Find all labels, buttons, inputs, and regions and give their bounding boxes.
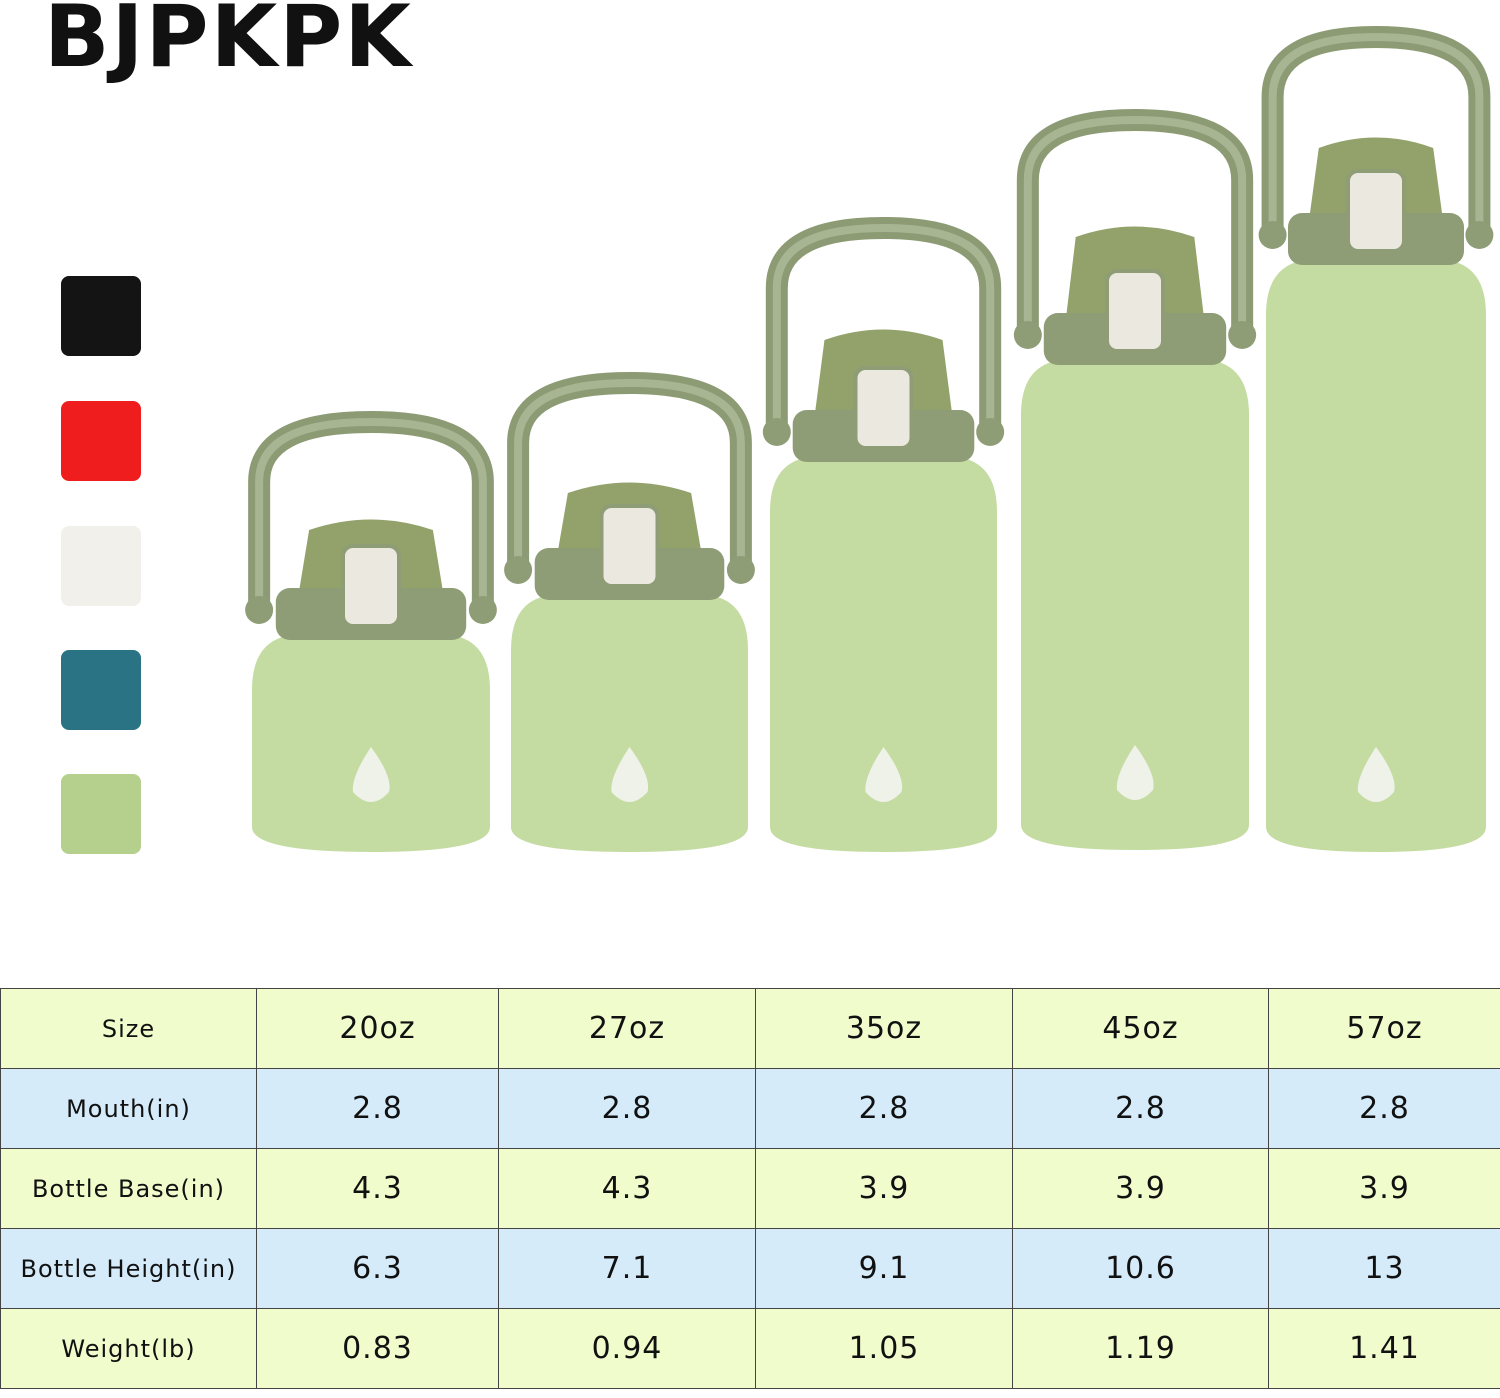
table-cell: 2.8	[1268, 1068, 1500, 1149]
bottle-body	[770, 457, 997, 852]
lid-button	[341, 544, 401, 628]
color-swatch[interactable]	[61, 276, 141, 356]
table-cell: 2.8	[256, 1068, 499, 1149]
bottle-body	[252, 635, 490, 852]
table-cell: 4.3	[256, 1148, 499, 1229]
row-label: Bottle Base(in)	[0, 1148, 257, 1229]
handle-pivot	[1228, 321, 1257, 349]
bottle-handle	[1268, 32, 1484, 235]
color-swatch[interactable]	[61, 401, 141, 481]
handle-pivot	[245, 596, 274, 624]
table-cell: 10.6	[1012, 1228, 1269, 1309]
bottle-handle	[772, 223, 995, 432]
table-row: Bottle Height(in) 6.3 7.1 9.1 10.6 13	[0, 1228, 1500, 1309]
table-cell: 0.83	[256, 1308, 499, 1389]
lid-button	[1105, 269, 1165, 353]
table-row: Mouth(in) 2.8 2.8 2.8 2.8 2.8	[0, 1068, 1500, 1149]
lid-button	[1346, 169, 1406, 253]
handle-pivot	[504, 556, 533, 584]
handle-pivot	[1258, 221, 1287, 249]
table-cell: 3.9	[755, 1148, 1013, 1229]
brand-mark	[1357, 747, 1395, 802]
row-label: Bottle Height(in)	[0, 1228, 257, 1309]
table-row: Weight(lb) 0.83 0.94 1.05 1.19 1.41	[0, 1308, 1500, 1389]
spec-table: Size 20oz 27oz 35oz 45oz 57oz Mouth(in) 2.8 2.8 2…	[0, 988, 1500, 1389]
handle-pivot	[468, 596, 497, 624]
table-cell: 35oz	[755, 988, 1013, 1069]
handle-pivot	[1013, 321, 1042, 349]
bottle-handle	[255, 417, 487, 610]
brand-logo: BJPKPK	[44, 0, 413, 87]
lid-button	[853, 366, 914, 450]
row-label: Mouth(in)	[0, 1068, 257, 1149]
table-cell: 7.1	[498, 1228, 756, 1309]
table-cell: 4.3	[498, 1148, 756, 1229]
table-cell: 3.9	[1268, 1148, 1500, 1229]
table-cell: 1.05	[755, 1308, 1013, 1389]
table-cell: 1.19	[1012, 1308, 1269, 1389]
table-cell: 6.3	[256, 1228, 499, 1309]
bottle-body	[1021, 360, 1249, 850]
lid-button	[599, 504, 660, 588]
table-cell: 2.8	[1012, 1068, 1269, 1149]
brand-mark	[352, 747, 390, 802]
color-swatch[interactable]	[61, 774, 141, 854]
table-cell: 20oz	[256, 988, 499, 1069]
table-cell: 57oz	[1268, 988, 1500, 1069]
brand-mark	[1116, 745, 1154, 800]
table-cell: 27oz	[498, 988, 756, 1069]
table-cell: 2.8	[498, 1068, 756, 1149]
product-illustration	[61, 25, 1494, 854]
table-row: Bottle Base(in) 4.3 4.3 3.9 3.9 3.9	[0, 1148, 1500, 1229]
bottle-handle	[1023, 115, 1247, 335]
table-cell: 13	[1268, 1228, 1500, 1309]
color-swatch[interactable]	[61, 650, 141, 730]
table-cell: 9.1	[755, 1228, 1013, 1309]
table-cell: 3.9	[1012, 1148, 1269, 1229]
table-cell: 0.94	[498, 1308, 756, 1389]
table-cell: 1.41	[1268, 1308, 1500, 1389]
table-cell: 2.8	[755, 1068, 1013, 1149]
table-cell: 45oz	[1012, 988, 1269, 1069]
bottle-body	[511, 595, 748, 852]
handle-pivot	[976, 418, 1005, 446]
bottle-body	[1266, 260, 1486, 852]
brand-mark	[865, 747, 903, 802]
row-label: Size	[0, 988, 257, 1069]
color-swatch[interactable]	[61, 526, 141, 606]
handle-pivot	[726, 556, 755, 584]
handle-pivot	[762, 418, 791, 446]
handle-pivot	[1465, 221, 1494, 249]
brand-mark	[611, 747, 649, 802]
row-label: Weight(lb)	[0, 1308, 257, 1389]
bottle-handle	[514, 378, 745, 570]
table-row: Size 20oz 27oz 35oz 45oz 57oz	[0, 988, 1500, 1069]
